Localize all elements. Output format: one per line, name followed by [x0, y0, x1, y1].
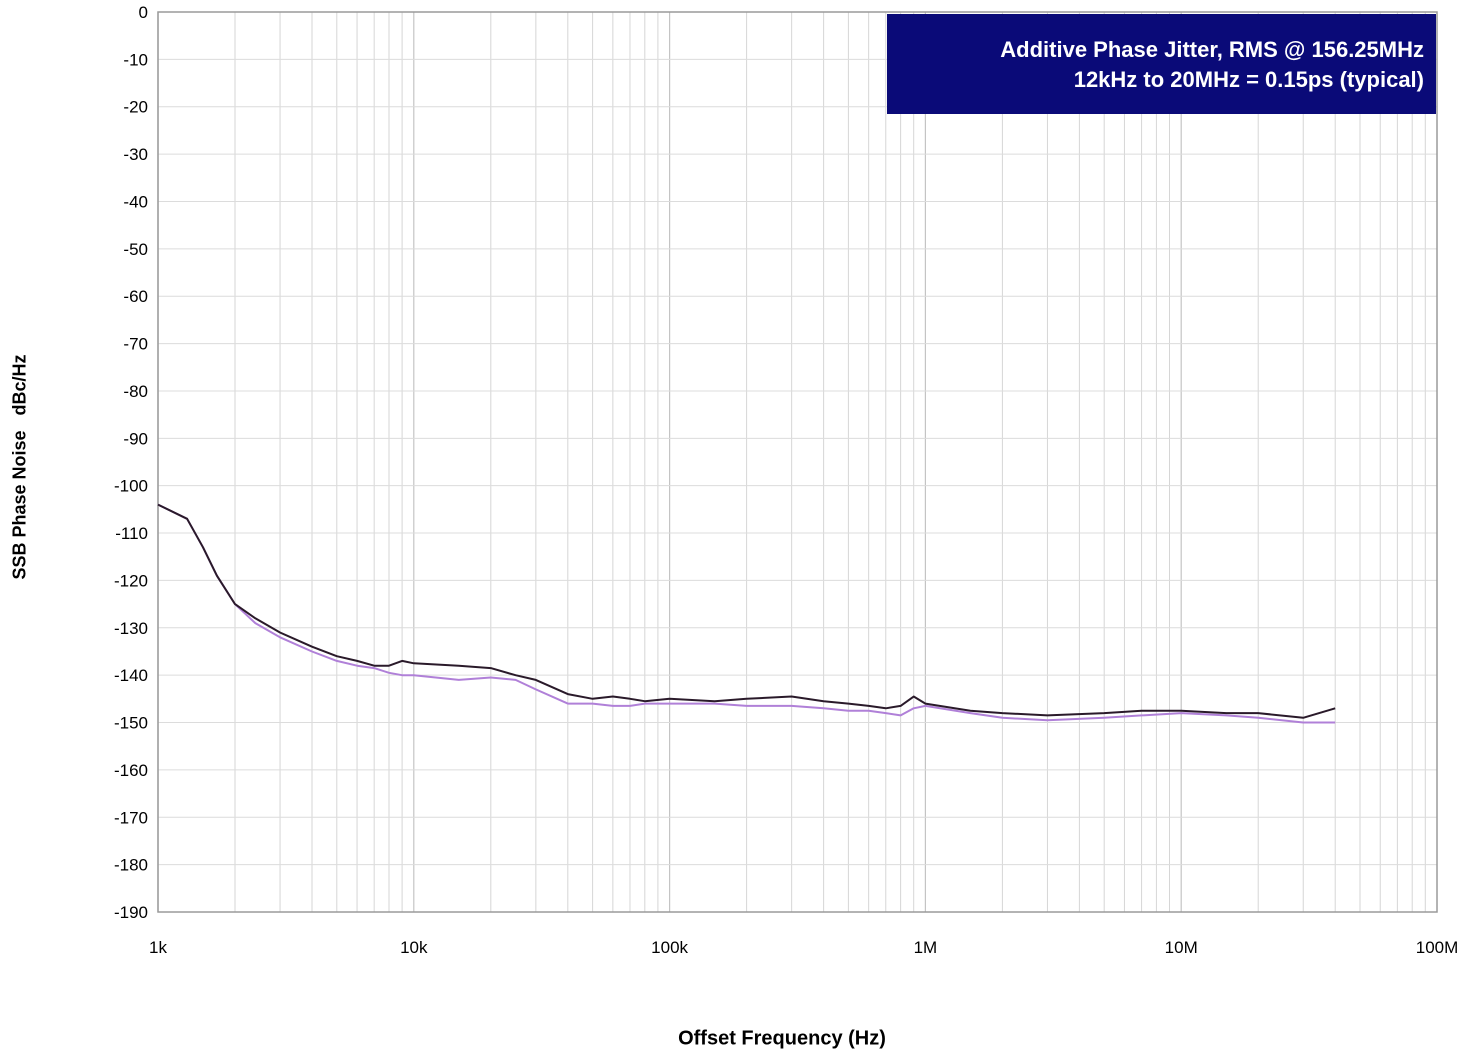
y-tick-label: -190 — [114, 903, 148, 922]
y-tick-label: -80 — [123, 382, 148, 401]
x-tick-label: 10k — [400, 938, 428, 957]
x-tick-label: 100k — [651, 938, 688, 957]
x-tick-label: 1M — [914, 938, 938, 957]
series-line-1 — [157, 503, 1336, 719]
y-tick-label: -30 — [123, 145, 148, 164]
plot-background — [158, 12, 1437, 912]
y-tick-label: -40 — [123, 192, 148, 211]
y-tick-label: -10 — [123, 50, 148, 69]
plot-frame — [157, 11, 1438, 913]
y-tick-label: -110 — [115, 524, 148, 543]
y-tick-label: -20 — [123, 98, 148, 117]
y-tick-label: -160 — [114, 761, 148, 780]
chart: 0 -10 -20 -30 -40 -50 -60 -70 -80 -90 -100 -110 -120… — [114, 3, 1458, 957]
annotation-box: Additive Phase Jitter, RMS @ 156.25MHz 1… — [887, 14, 1436, 114]
y-tick-label: -170 — [114, 808, 148, 827]
y-tick-label: -60 — [123, 287, 148, 306]
x-tick-label: 10M — [1165, 938, 1198, 957]
annotation-line-2: 12kHz to 20MHz = 0.15ps (typical) — [1073, 67, 1424, 92]
y-tick-label: -70 — [123, 335, 148, 354]
y-tick-label: 0 — [139, 3, 148, 22]
series-line-2 — [157, 503, 1336, 724]
x-tick-label: 100M — [1416, 938, 1459, 957]
x-axis-label: Offset Frequency (Hz) — [678, 1027, 886, 1050]
y-tick-label: -130 — [114, 619, 148, 638]
y-axis-label: SSB Phase Noise dBc/Hz — [9, 354, 30, 580]
y-tick-label: -140 — [114, 666, 148, 685]
y-tick-label: -180 — [114, 856, 148, 875]
x-tick-label: 1k — [149, 938, 167, 957]
y-tick-label: -90 — [123, 429, 148, 448]
x-tick-labels: 1k 10k 100k 1M 10M 100M — [149, 938, 1458, 957]
series-layer — [157, 503, 1336, 724]
y-tick-label: -120 — [114, 571, 148, 590]
y-tick-label: -150 — [114, 714, 148, 733]
y-tick-labels: 0 -10 -20 -30 -40 -50 -60 -70 -80 -90 -100 -110 -120… — [114, 3, 148, 922]
y-tick-label: -50 — [123, 240, 148, 259]
y-tick-label: -100 — [114, 477, 148, 496]
annotation-line-1: Additive Phase Jitter, RMS @ 156.25MHz — [1000, 37, 1424, 62]
